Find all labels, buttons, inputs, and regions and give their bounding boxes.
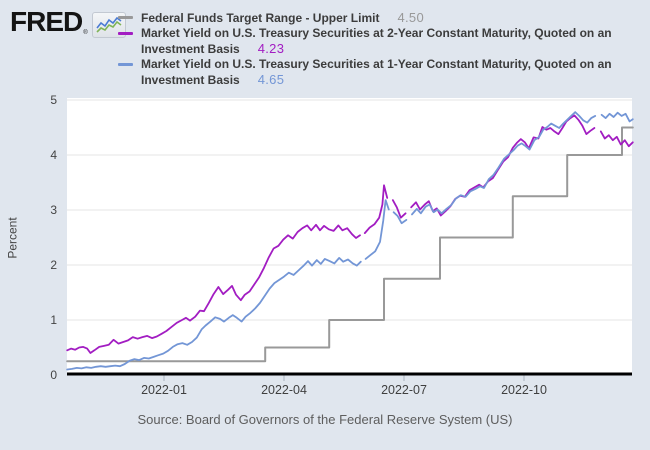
y-tick-label-0: 0 (50, 368, 57, 382)
x-tick-label: 2022-07 (381, 383, 427, 397)
legend-item-ffr-upper[interactable]: Federal Funds Target Range - Upper Limit… (118, 10, 643, 26)
chart-header: FRED ® Federal Funds Target Range - Uppe… (0, 0, 650, 92)
series-line-2yr[interactable] (599, 130, 634, 148)
y-tick-label-1: 1 (50, 313, 57, 327)
series-line-2yr[interactable] (66, 223, 361, 354)
y-tick-label-2: 2 (50, 258, 57, 272)
legend-item-2yr[interactable]: Market Yield on U.S. Treasury Securities… (118, 26, 643, 57)
chart-legend: Federal Funds Target Range - Upper Limit… (118, 10, 643, 88)
plot-area (67, 98, 632, 375)
series-line-2yr[interactable] (391, 199, 407, 219)
series-line-1yr[interactable] (392, 211, 408, 225)
fred-registered-mark: ® (83, 30, 88, 36)
legend-swatch-1yr (118, 63, 133, 66)
series-line-ffr-upper[interactable] (66, 126, 634, 363)
series-line-1yr[interactable] (600, 111, 634, 123)
legend-swatch-2yr (118, 32, 133, 35)
legend-swatch-ffr-upper (118, 16, 133, 19)
source-attribution: Source: Board of Governors of the Federa… (137, 412, 513, 427)
legend-latest-value-2yr: 4.23 (257, 41, 285, 56)
series-line-1yr[interactable] (411, 111, 597, 216)
series-line-1yr[interactable] (364, 199, 390, 260)
y-axis-title-wrap: Percent (4, 100, 22, 375)
x-tick-label: 2022-04 (261, 383, 307, 397)
y-axis-title: Percent (6, 216, 21, 259)
legend-label: Federal Funds Target Range - Upper Limit (141, 11, 380, 25)
series-line-2yr[interactable] (363, 184, 389, 235)
y-tick-label-3: 3 (50, 203, 57, 217)
legend-latest-value-ffr-upper: 4.50 (397, 10, 424, 25)
legend-label-continued: Investment Basis (141, 42, 240, 56)
fred-logo[interactable]: FRED ® (10, 8, 126, 38)
series-line-1yr[interactable] (66, 256, 362, 371)
legend-item-1yr[interactable]: Market Yield on U.S. Treasury Securities… (118, 57, 643, 88)
y-tick-label-4: 4 (50, 148, 57, 162)
legend-label: Market Yield on U.S. Treasury Securities… (141, 57, 612, 71)
x-tick-label: 2022-01 (141, 383, 187, 397)
fred-logo-text: FRED (10, 6, 83, 37)
legend-label-continued: Investment Basis (141, 73, 240, 87)
y-tick-label-5: 5 (50, 93, 57, 107)
legend-label: Market Yield on U.S. Treasury Securities… (141, 26, 612, 40)
x-tick-label: 2022-10 (501, 383, 547, 397)
legend-latest-value-1yr: 4.65 (257, 72, 285, 87)
